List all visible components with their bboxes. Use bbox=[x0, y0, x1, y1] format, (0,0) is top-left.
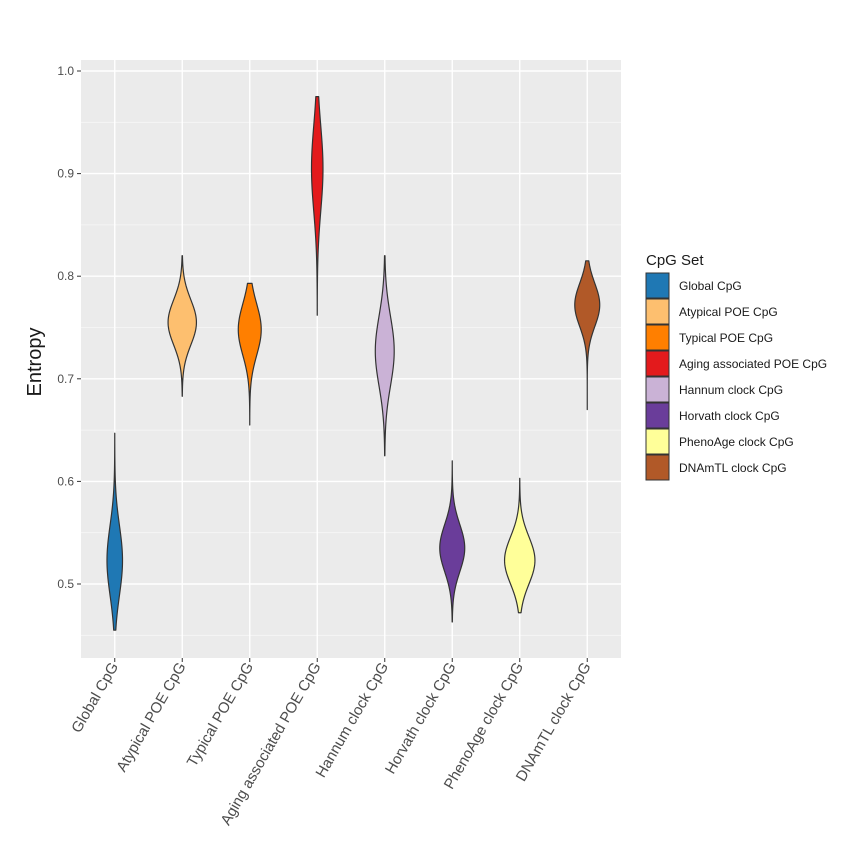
x-tick-label: Atypical POE CpG bbox=[113, 660, 189, 775]
y-tick-label: 0.9 bbox=[57, 167, 74, 181]
violin-hannum-clock-cpg bbox=[374, 255, 395, 457]
legend-label: Global CpG bbox=[679, 279, 742, 293]
violin-typical-poe-cpg bbox=[237, 282, 262, 426]
legend-key bbox=[645, 324, 670, 351]
x-tick-label: Hannum clock CpG bbox=[312, 660, 392, 781]
violin-global-cpg bbox=[106, 432, 124, 631]
x-tick-label: Horvath clock CpG bbox=[382, 660, 460, 778]
legend-key bbox=[645, 272, 670, 299]
legend-label: Typical POE CpG bbox=[679, 331, 773, 345]
legend-key bbox=[645, 454, 670, 481]
legend-label: PhenoAge clock CpG bbox=[679, 435, 794, 449]
legend-key bbox=[645, 350, 670, 377]
violins bbox=[106, 96, 601, 631]
legend-key bbox=[645, 298, 670, 325]
violin-phenoage-clock-cpg bbox=[503, 477, 536, 614]
y-tick-label: 0.6 bbox=[57, 474, 74, 488]
legend-label: Horvath clock CpG bbox=[679, 409, 780, 423]
legend: CpG Set Global CpG Atypical POE CpG Typica… bbox=[645, 252, 827, 481]
y-axis: 0.5 0.6 0.7 0.8 0.9 1.0 bbox=[57, 64, 81, 591]
y-tick-label: 0.7 bbox=[57, 372, 74, 386]
legend-label: Hannum clock CpG bbox=[679, 383, 783, 397]
legend-label: DNAmTL clock CpG bbox=[679, 461, 787, 475]
legend-label: Atypical POE CpG bbox=[679, 305, 778, 319]
violin-aging-associated-poe-cpg bbox=[310, 96, 324, 316]
violin-atypical-poe-cpg bbox=[167, 255, 198, 397]
legend-key bbox=[645, 428, 670, 455]
legend-title: CpG Set bbox=[646, 252, 704, 269]
y-tick-label: 0.8 bbox=[57, 269, 74, 283]
legend-key bbox=[645, 376, 670, 403]
y-tick-label: 1.0 bbox=[57, 64, 74, 78]
y-tick-label: 0.5 bbox=[57, 577, 74, 591]
x-tick-label: Global CpG bbox=[68, 660, 122, 736]
x-tick-label: DNAmTL clock CpG bbox=[513, 660, 595, 785]
violin-dnamtl-clock-cpg bbox=[574, 260, 601, 411]
legend-key bbox=[645, 402, 670, 429]
plot-panel bbox=[81, 60, 621, 658]
x-tick-label: Typical POE CpG bbox=[184, 660, 257, 770]
violin-horvath-clock-cpg bbox=[439, 460, 466, 623]
legend-label: Aging associated POE CpG bbox=[679, 357, 827, 371]
y-axis-title: Entropy bbox=[24, 328, 46, 397]
